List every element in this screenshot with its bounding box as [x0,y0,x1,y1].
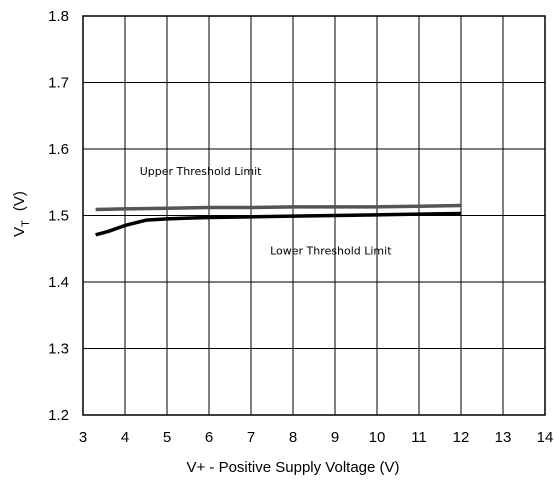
x-tick-label: 9 [331,429,339,446]
x-tick-label: 12 [453,429,470,446]
lower-threshold-annotation: Lower Threshold Limit [270,245,392,258]
y-axis-title: VT (V) [11,191,32,237]
y-axis-title-subscript: T [20,220,32,227]
x-tick-label: 10 [369,429,386,446]
x-axis-title: V+ - Positive Supply Voltage (V) [186,459,399,476]
upper-threshold-line [95,203,462,212]
x-tick-label: 8 [289,429,297,446]
x-tick-label: 4 [121,429,129,446]
x-tick-label: 5 [163,429,171,446]
y-tick-labels: 1.2 1.3 1.4 1.5 1.6 1.7 1.8 [48,8,69,424]
y-tick-label: 1.4 [48,274,69,291]
series-layer [95,203,462,237]
x-tick-labels: 3 4 5 6 7 8 9 10 11 12 13 14 [79,429,554,446]
x-tick-label: 14 [537,429,554,446]
x-tick-label: 3 [79,429,87,446]
y-tick-label: 1.5 [48,208,69,225]
upper-threshold-annotation: Upper Threshold Limit [140,165,262,178]
y-axis-title-main: V [11,227,28,237]
x-tick-label: 13 [495,429,512,446]
x-tick-label: 7 [247,429,255,446]
x-tick-label: 11 [411,429,427,446]
y-tick-label: 1.2 [48,407,69,424]
plot-frame [82,15,546,416]
annotation-layer: Upper Threshold Limit Lower Threshold Lim… [140,165,392,258]
x-tick-label: 6 [205,429,213,446]
y-axis-title-unit: (V) [11,191,28,211]
y-tick-label: 1.8 [48,8,69,25]
y-tick-label: 1.7 [48,75,69,92]
y-tick-label: 1.3 [48,341,69,358]
y-tick-label: 1.6 [48,141,69,158]
lower-threshold-line [95,211,462,237]
